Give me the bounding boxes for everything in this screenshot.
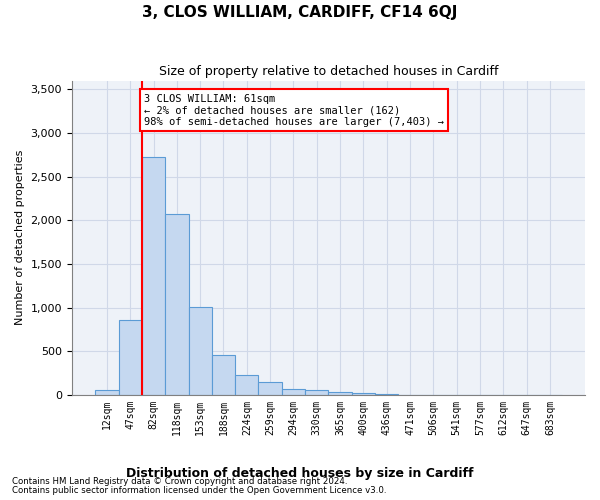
Bar [95, 390, 119, 395]
Y-axis label: Number of detached properties: Number of detached properties [15, 150, 25, 326]
Title: Size of property relative to detached houses in Cardiff: Size of property relative to detached ho… [159, 65, 498, 78]
Text: 3 CLOS WILLIAM: 61sqm
← 2% of detached houses are smaller (162)
98% of semi-deta: 3 CLOS WILLIAM: 61sqm ← 2% of detached h… [144, 94, 444, 127]
Bar [142, 158, 165, 395]
Bar [305, 390, 328, 395]
Bar [188, 306, 212, 395]
Text: Distribution of detached houses by size in Cardiff: Distribution of detached houses by size … [126, 468, 474, 480]
Bar [235, 375, 259, 395]
Bar [259, 382, 282, 395]
Text: Contains public sector information licensed under the Open Government Licence v3: Contains public sector information licen… [12, 486, 386, 495]
Bar [119, 320, 142, 395]
Bar [282, 389, 305, 395]
Bar [212, 355, 235, 395]
Bar [328, 392, 352, 395]
Bar [352, 393, 375, 395]
Text: Contains HM Land Registry data © Crown copyright and database right 2024.: Contains HM Land Registry data © Crown c… [12, 477, 347, 486]
Text: 3, CLOS WILLIAM, CARDIFF, CF14 6QJ: 3, CLOS WILLIAM, CARDIFF, CF14 6QJ [142, 5, 458, 20]
Bar [165, 214, 188, 395]
